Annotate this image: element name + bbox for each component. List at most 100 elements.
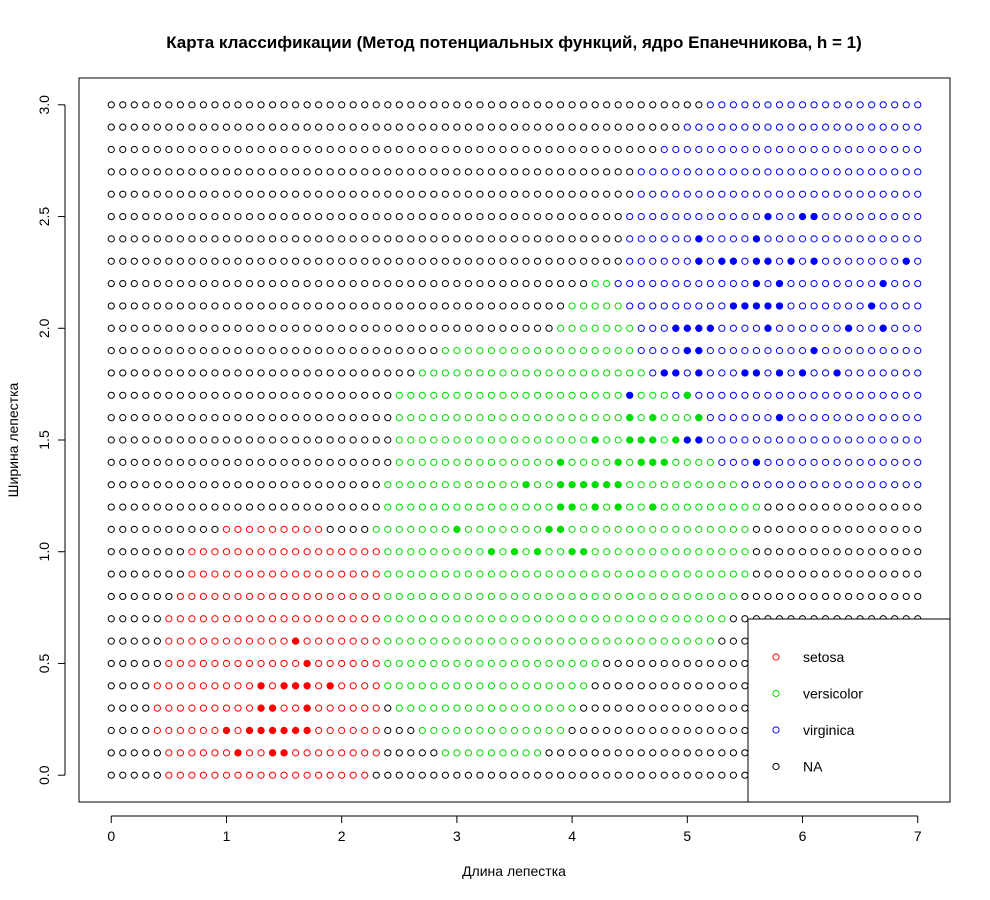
- grid-point-versicolor: [441, 481, 449, 489]
- grid-point-versicolor: [522, 749, 530, 757]
- grid-point-NA: [430, 145, 438, 154]
- grid-point-NA: [176, 391, 184, 399]
- data-point-virginica: [833, 369, 841, 377]
- grid-point-virginica: [626, 235, 634, 243]
- grid-point-NA: [879, 570, 887, 578]
- data-point-versicolor: [649, 436, 657, 444]
- grid-point-NA: [591, 726, 599, 735]
- grid-point-versicolor: [430, 570, 438, 578]
- grid-point-versicolor: [522, 503, 530, 511]
- grid-point-virginica: [614, 279, 622, 288]
- grid-point-versicolor: [487, 481, 496, 489]
- grid-point-versicolor: [580, 682, 588, 690]
- grid-point-NA: [303, 436, 311, 444]
- grid-point-NA: [130, 749, 138, 757]
- grid-point-NA: [499, 145, 507, 154]
- grid-point-NA: [603, 726, 611, 735]
- data-point-versicolor: [626, 436, 634, 444]
- grid-point-virginica: [879, 235, 887, 243]
- grid-point-versicolor: [510, 525, 519, 533]
- grid-point-NA: [649, 101, 657, 109]
- grid-point-virginica: [879, 123, 887, 131]
- grid-point-NA: [107, 682, 115, 690]
- grid-point-virginica: [718, 369, 726, 377]
- grid-point-NA: [130, 101, 138, 109]
- grid-point-versicolor: [660, 615, 668, 623]
- data-point-versicolor: [556, 525, 565, 533]
- data-point-virginica: [741, 302, 749, 310]
- grid-point-versicolor: [533, 592, 542, 601]
- grid-point-versicolor: [430, 369, 438, 377]
- grid-point-NA: [130, 570, 138, 578]
- data-point-versicolor: [556, 481, 565, 489]
- grid-point-NA: [119, 726, 127, 735]
- grid-point-versicolor: [614, 414, 622, 422]
- grid-point-NA: [372, 436, 380, 444]
- grid-point-NA: [395, 212, 403, 221]
- data-point-virginica: [764, 324, 772, 332]
- grid-point-setosa: [315, 726, 323, 735]
- grid-point-NA: [626, 682, 634, 690]
- grid-point-versicolor: [499, 436, 507, 444]
- grid-point-virginica: [798, 324, 807, 332]
- grid-point-NA: [268, 481, 277, 489]
- grid-point-NA: [280, 458, 288, 466]
- grid-point-versicolor: [384, 592, 392, 601]
- grid-point-versicolor: [407, 548, 415, 556]
- grid-point-NA: [914, 525, 922, 533]
- grid-point-NA: [487, 324, 496, 332]
- grid-point-NA: [487, 168, 496, 176]
- grid-point-NA: [407, 101, 415, 109]
- grid-point-NA: [384, 458, 392, 466]
- grid-point-NA: [130, 257, 138, 265]
- grid-point-NA: [522, 279, 530, 288]
- grid-point-NA: [268, 279, 277, 288]
- grid-point-NA: [395, 235, 403, 243]
- grid-point-NA: [292, 257, 300, 265]
- grid-point-NA: [603, 771, 611, 779]
- grid-point-NA: [292, 145, 300, 154]
- grid-point-versicolor: [384, 659, 392, 668]
- grid-point-NA: [176, 235, 184, 243]
- data-point-virginica: [868, 302, 876, 310]
- grid-point-NA: [464, 168, 473, 176]
- grid-point-NA: [683, 704, 691, 712]
- grid-point-versicolor: [614, 391, 622, 399]
- grid-point-virginica: [672, 235, 680, 243]
- grid-point-NA: [591, 257, 599, 265]
- grid-point-versicolor: [568, 391, 576, 399]
- grid-point-versicolor: [706, 637, 714, 645]
- grid-point-versicolor: [706, 503, 714, 511]
- legend-box: [747, 618, 951, 803]
- grid-point-NA: [292, 347, 300, 355]
- data-point-virginica: [775, 369, 784, 377]
- grid-point-NA: [476, 190, 484, 198]
- data-point-virginica: [695, 347, 703, 355]
- grid-point-NA: [510, 279, 519, 288]
- grid-point-NA: [188, 369, 196, 377]
- grid-point-setosa: [199, 592, 208, 601]
- grid-point-NA: [407, 726, 415, 735]
- grid-point-setosa: [257, 570, 265, 578]
- grid-point-setosa: [257, 615, 265, 623]
- grid-point-setosa: [361, 615, 369, 623]
- grid-point-virginica: [729, 190, 738, 198]
- grid-point-NA: [845, 525, 853, 533]
- grid-point-NA: [257, 212, 265, 221]
- grid-point-NA: [119, 458, 127, 466]
- grid-point-virginica: [660, 257, 668, 265]
- grid-point-setosa: [199, 771, 208, 779]
- grid-point-NA: [545, 101, 553, 109]
- grid-point-NA: [856, 592, 864, 601]
- grid-point-NA: [211, 458, 219, 466]
- grid-point-NA: [833, 503, 841, 511]
- grid-point-versicolor: [626, 548, 634, 556]
- grid-point-NA: [430, 123, 438, 131]
- grid-point-NA: [245, 123, 254, 131]
- grid-point-versicolor: [476, 391, 484, 399]
- grid-point-NA: [130, 592, 138, 601]
- grid-point-versicolor: [533, 503, 542, 511]
- grid-point-versicolor: [476, 369, 484, 377]
- grid-point-NA: [430, 771, 438, 779]
- grid-point-NA: [464, 324, 473, 332]
